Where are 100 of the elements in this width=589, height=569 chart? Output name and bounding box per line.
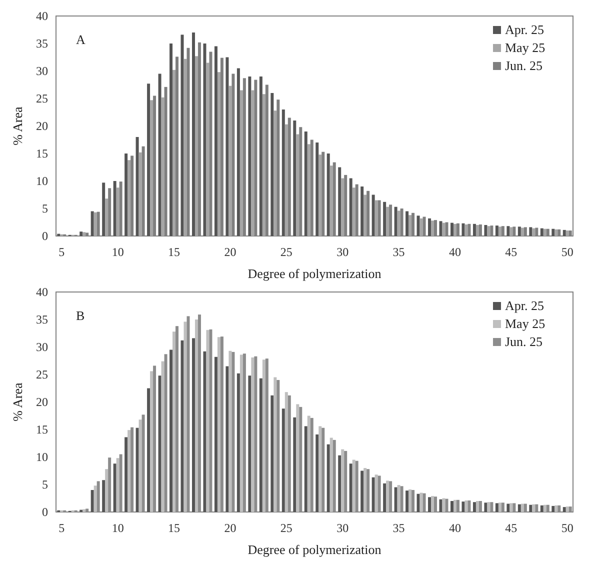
legend-label: Jun. 25: [505, 334, 543, 349]
bar: [124, 437, 128, 512]
bar: [386, 480, 390, 512]
bar: [476, 501, 479, 512]
bar: [487, 502, 490, 512]
bar: [304, 426, 308, 512]
bar: [352, 460, 356, 512]
bar: [464, 500, 468, 512]
x-tick-label: 10: [112, 521, 124, 535]
bar: [236, 373, 240, 512]
bar: [284, 392, 288, 512]
bar: [529, 227, 532, 236]
y-tick-label: 5: [42, 478, 48, 492]
bar: [203, 351, 206, 512]
bar: [394, 487, 398, 512]
x-tick-label: 50: [561, 521, 574, 535]
bar: [228, 86, 232, 236]
bar: [408, 215, 412, 236]
bar: [217, 72, 220, 236]
x-tick-label: 30: [336, 521, 349, 535]
bar: [472, 224, 476, 236]
bar: [113, 181, 116, 236]
bar: [326, 154, 330, 236]
bar: [338, 455, 342, 512]
y-tick-label: 20: [36, 119, 48, 134]
bar: [552, 506, 555, 512]
bar: [543, 504, 546, 512]
bar: [372, 477, 375, 512]
bar: [170, 350, 173, 512]
x-tick-label: 45: [505, 245, 518, 259]
bar: [147, 84, 150, 236]
bar: [158, 376, 162, 512]
x-tick-label: 50: [561, 245, 574, 259]
bar: [172, 70, 176, 236]
bar: [462, 223, 465, 236]
bar: [136, 428, 139, 512]
x-tick-label: 35: [392, 245, 405, 259]
annotation: B: [76, 308, 85, 323]
bar: [161, 97, 164, 236]
bar: [251, 90, 254, 236]
bar: [150, 371, 154, 512]
bar: [554, 505, 558, 512]
y-tick-label: 10: [36, 450, 48, 464]
legend-label: Apr. 25: [505, 22, 544, 37]
bar: [316, 142, 319, 236]
x-tick-label: 20: [224, 521, 236, 535]
bar: [274, 377, 277, 512]
bar: [262, 360, 266, 512]
bar: [487, 226, 490, 236]
bar: [259, 378, 262, 512]
bar: [450, 501, 454, 512]
bar: [158, 74, 162, 236]
bar: [116, 188, 120, 236]
bar: [510, 503, 513, 512]
bar: [383, 483, 386, 512]
bar: [431, 220, 434, 236]
bar: [293, 120, 296, 236]
bar: [566, 230, 569, 236]
bar: [217, 337, 220, 512]
bar: [194, 320, 198, 512]
bar: [214, 356, 218, 512]
y-tick-label: 30: [36, 340, 48, 354]
y-tick-label: 35: [36, 312, 48, 327]
bar: [374, 200, 378, 236]
x-tick-label: 10: [112, 245, 124, 259]
bar: [338, 167, 342, 236]
bar: [206, 62, 210, 236]
legend-label: Jun. 25: [505, 58, 543, 73]
bar: [360, 470, 364, 512]
x-tick-label: 25: [280, 521, 292, 535]
bar: [520, 504, 524, 512]
bar: [206, 330, 210, 512]
bar: [262, 94, 266, 236]
bar: [274, 110, 277, 236]
bar: [552, 228, 555, 236]
bar: [296, 404, 300, 512]
bar: [318, 426, 322, 512]
bar: [282, 408, 285, 512]
y-tick-label: 0: [42, 505, 48, 520]
bar: [180, 34, 184, 236]
bar: [540, 228, 544, 236]
bar: [462, 502, 465, 512]
bar: [364, 194, 367, 236]
bar: [124, 154, 128, 236]
bar: [94, 212, 97, 236]
bar: [194, 56, 198, 236]
bar: [408, 489, 412, 512]
bar: [439, 499, 442, 512]
bar: [360, 186, 364, 236]
bar: [428, 218, 432, 236]
bar: [416, 494, 420, 512]
bar: [416, 216, 420, 236]
bar: [397, 485, 400, 512]
bar: [532, 504, 536, 512]
x-tick-label: 25: [280, 245, 292, 259]
y-axis-title: % Area: [10, 106, 25, 146]
bar: [172, 332, 176, 512]
bar: [562, 507, 566, 512]
bar: [532, 228, 536, 236]
bar: [251, 357, 254, 512]
